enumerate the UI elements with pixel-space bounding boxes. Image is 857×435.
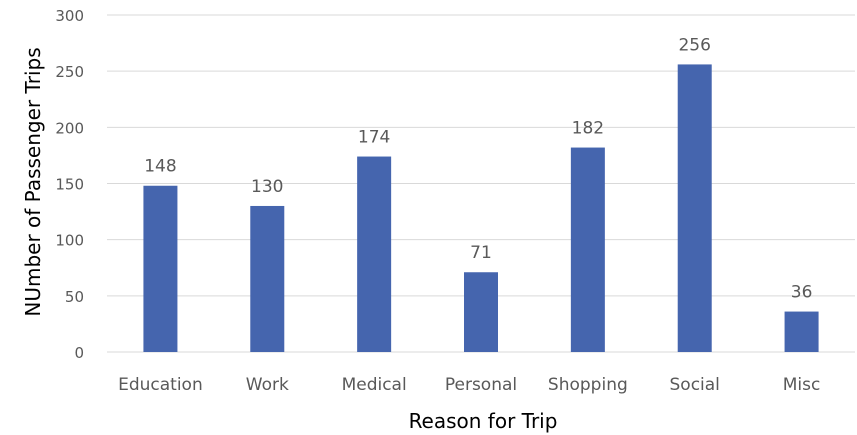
bars bbox=[143, 64, 819, 352]
bar bbox=[357, 156, 392, 352]
y-tick-label: 250 bbox=[55, 63, 84, 81]
y-tick-label: 0 bbox=[74, 344, 84, 362]
x-axis-title: Reason for Trip bbox=[409, 409, 558, 433]
x-category-label: Education bbox=[118, 375, 203, 395]
data-label: 182 bbox=[572, 119, 604, 139]
bar bbox=[143, 185, 178, 352]
x-category-label: Social bbox=[670, 375, 720, 395]
x-category-label: Misc bbox=[783, 375, 821, 395]
y-tick-label: 50 bbox=[65, 288, 84, 306]
x-category-label: Shopping bbox=[548, 375, 628, 395]
y-tick-label: 300 bbox=[55, 7, 84, 25]
y-axis-ticks: 0 50 100 150 200 250 300 bbox=[55, 7, 84, 362]
y-tick-label: 200 bbox=[55, 119, 84, 137]
data-label: 71 bbox=[470, 243, 492, 263]
bar bbox=[464, 272, 498, 352]
x-category-label: Work bbox=[246, 375, 289, 395]
x-category-label: Medical bbox=[342, 375, 407, 395]
bar bbox=[250, 205, 285, 352]
data-label: 148 bbox=[144, 157, 176, 177]
y-axis-title: NUmber of Passenger Trips bbox=[21, 47, 45, 316]
y-tick-label: 100 bbox=[55, 232, 84, 250]
data-label: 130 bbox=[251, 177, 283, 197]
y-tick-label: 150 bbox=[55, 176, 84, 194]
data-label: 256 bbox=[678, 35, 710, 55]
x-category-label: Personal bbox=[445, 375, 517, 395]
bar bbox=[570, 147, 605, 352]
bar bbox=[784, 311, 819, 352]
data-label: 36 bbox=[791, 283, 813, 303]
data-labels: 148 130 174 71 182 256 36 bbox=[144, 35, 812, 302]
x-axis-categories: Education Work Medical Personal Shopping Soci… bbox=[118, 375, 820, 395]
data-label: 174 bbox=[358, 128, 390, 148]
bar bbox=[677, 64, 712, 352]
gridlines bbox=[107, 14, 855, 353]
